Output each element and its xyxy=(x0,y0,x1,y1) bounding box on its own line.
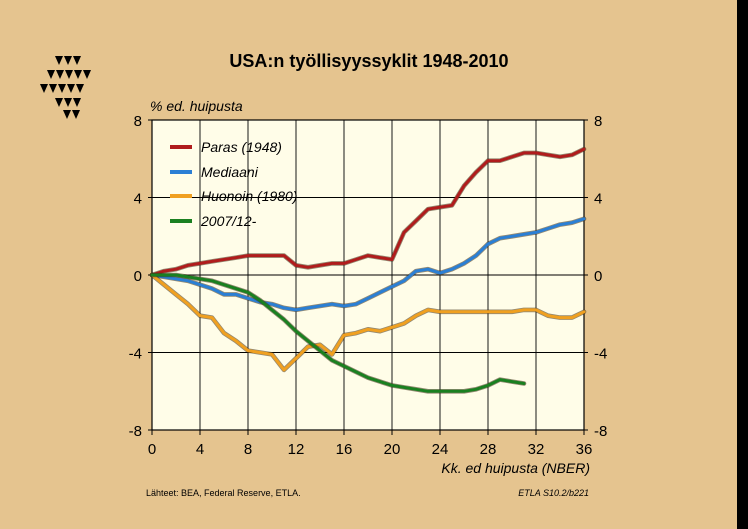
etla-logo-icon xyxy=(40,56,91,119)
x-tick-label: 4 xyxy=(196,441,204,458)
y-tick-label-right: 8 xyxy=(594,113,602,130)
legend-label-mediaani: Mediaani xyxy=(201,164,259,180)
y-tick-label-left: -8 xyxy=(129,423,142,440)
x-tick-label: 16 xyxy=(336,441,353,458)
footer-code: ETLA S10.2/b221 xyxy=(518,488,589,498)
x-tick-label: 36 xyxy=(576,441,593,458)
y-tick-label-right: 0 xyxy=(594,268,602,285)
y-tick-label-left: 0 xyxy=(134,268,142,285)
legend-label-paras: Paras (1948) xyxy=(201,139,282,155)
series-line-3 xyxy=(150,273,526,393)
x-tick-label: 12 xyxy=(288,441,305,458)
x-tick-label: 20 xyxy=(384,441,401,458)
y-tick-label-right: -8 xyxy=(594,423,607,440)
series-line-1 xyxy=(150,217,586,312)
x-tick-label: 24 xyxy=(432,441,449,458)
y-tick-label-right: -4 xyxy=(594,346,607,363)
series-line-2 xyxy=(150,273,586,372)
axis-ticks: 0 4 8 12 16 20 24 28 32 36 8 8 4 4 0 0 -4 -4 -8 -8 xyxy=(129,113,608,458)
x-tick-label: 8 xyxy=(244,441,252,458)
x-tick-label: 32 xyxy=(528,441,545,458)
series-line-0 xyxy=(150,147,586,277)
series-group xyxy=(149,146,587,394)
footer-sources: Lähteet: BEA, Federal Reserve, ETLA. xyxy=(146,488,301,498)
y-tick-label-left: 4 xyxy=(134,191,142,208)
legend-label-2007: 2007/12- xyxy=(200,213,257,229)
y-axis-label: % ed. huipusta xyxy=(150,98,243,114)
x-tick-label: 28 xyxy=(480,441,497,458)
y-tick-label-left: -4 xyxy=(129,346,142,363)
x-axis-label: Kk. ed huipusta (NBER) xyxy=(441,460,590,476)
x-tick-label: 0 xyxy=(148,441,156,458)
y-tick-label-right: 4 xyxy=(594,191,602,208)
y-tick-label-left: 8 xyxy=(134,113,142,130)
chart-title: USA:n työllisyyssyklit 1948-2010 xyxy=(229,51,508,71)
legend-label-huonoin: Huonoin (1980) xyxy=(201,188,298,204)
grid-lines xyxy=(152,120,584,430)
legend: Paras (1948) Mediaani Huonoin (1980) 200… xyxy=(170,139,298,229)
